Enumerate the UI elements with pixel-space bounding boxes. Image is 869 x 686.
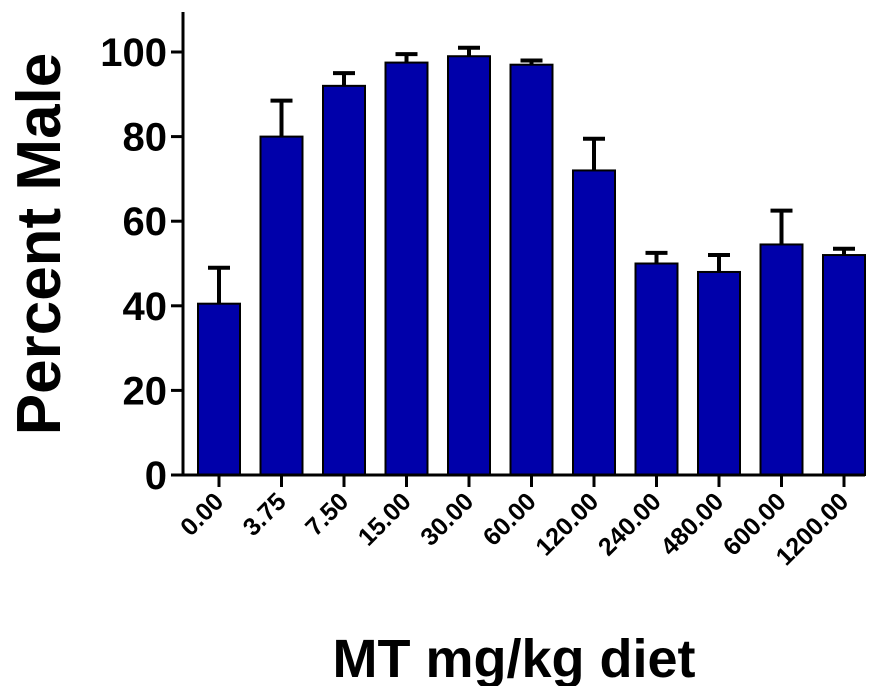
x-tick-label-0.00: 0.00 bbox=[175, 487, 229, 541]
y-tick-label-80: 80 bbox=[123, 116, 168, 160]
bar-60.00 bbox=[509, 63, 554, 476]
x-tick-label-30.00: 30.00 bbox=[415, 487, 479, 551]
y-tick-label-100: 100 bbox=[100, 31, 167, 75]
bar-15.00 bbox=[384, 61, 429, 476]
error-bars-group bbox=[208, 45, 855, 304]
bar-1200.00 bbox=[822, 254, 866, 476]
y-ticks-group: 0 20 40 60 80 100 bbox=[100, 31, 183, 498]
x-tick-label-240.00: 240.00 bbox=[593, 487, 667, 561]
axes-group bbox=[181, 12, 865, 477]
x-tick-label-3.75: 3.75 bbox=[238, 487, 292, 541]
y-tick-label-20: 20 bbox=[123, 369, 168, 413]
bar-30.00 bbox=[447, 55, 491, 476]
bar-7.50 bbox=[322, 84, 366, 476]
y-tick-label-60: 60 bbox=[123, 200, 168, 244]
y-axis-title: Percent Male bbox=[5, 53, 74, 436]
y-tick-label-0: 0 bbox=[145, 454, 167, 498]
x-tick-label-15.00: 15.00 bbox=[353, 487, 417, 551]
bar-480.00 bbox=[697, 270, 741, 476]
x-tick-label-7.50: 7.50 bbox=[300, 487, 354, 541]
bars-group bbox=[197, 55, 866, 476]
bar-600.00 bbox=[759, 243, 804, 476]
y-tick-label-40: 40 bbox=[123, 285, 168, 329]
bar-120.00 bbox=[572, 169, 616, 476]
bar-3.75 bbox=[259, 135, 304, 476]
bar-0.00 bbox=[197, 302, 241, 476]
bar-240.00 bbox=[634, 262, 679, 476]
x-tick-label-480.00: 480.00 bbox=[655, 487, 729, 561]
x-axis-title: MT mg/kg diet bbox=[333, 629, 696, 686]
x-ticks-group: 0.00 3.75 7.5015.0030.0060.00120.00240.004… bbox=[175, 475, 854, 571]
x-tick-label-120.00: 120.00 bbox=[530, 487, 604, 561]
